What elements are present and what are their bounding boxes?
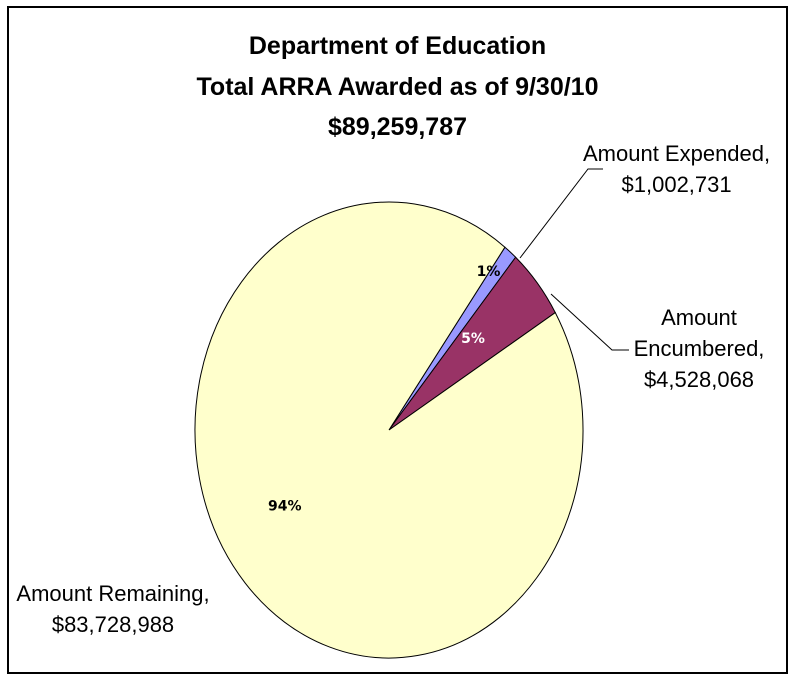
pie-percent-label-0: 1% — [477, 264, 501, 280]
chart-frame: Department of Education Total ARRA Award… — [7, 6, 788, 674]
label-amount-remaining: Amount Remaining, $83,728,988 — [13, 578, 213, 640]
label-encumbered-value: $4,528,068 — [643, 367, 755, 392]
label-remaining-value: $83,728,988 — [51, 612, 175, 637]
pie-percent-label-2: 94% — [268, 498, 302, 514]
pie-slice-2 — [194, 201, 584, 659]
label-amount-expended: Amount Expended, $1,002,731 — [583, 138, 770, 200]
pie-percent-label-1: 5% — [461, 331, 485, 347]
label-expended-name: Amount Expended, — [583, 141, 771, 166]
label-encumbered-name-2: Encumbered, — [633, 336, 765, 361]
leader-line-encumbered — [550, 293, 629, 351]
chart-title-line-2: Total ARRA Awarded as of 9/30/10 — [196, 73, 599, 101]
chart-title-line-3: $89,259,787 — [327, 113, 468, 141]
label-remaining-name: Amount Remaining, — [16, 581, 210, 606]
label-expended-value: $1,002,731 — [621, 172, 732, 197]
chart-title-line-1: Department of Education — [248, 32, 547, 60]
pie-chart: 1% 5% 94% — [194, 168, 629, 659]
leader-line-expended — [519, 168, 603, 259]
label-amount-encumbered: Amount Encumbered, $4,528,068 — [627, 302, 771, 395]
label-encumbered-name-1: Amount — [661, 305, 737, 330]
